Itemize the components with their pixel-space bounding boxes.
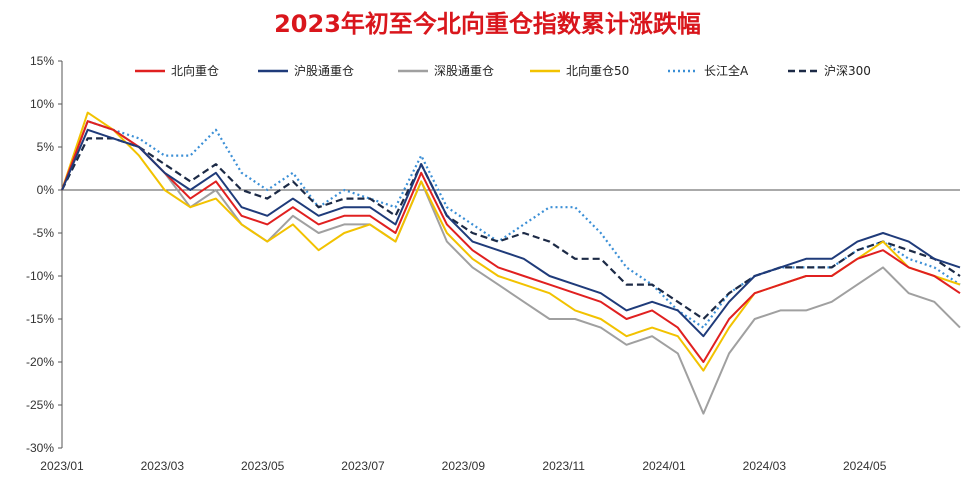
legend-label: 沪深300: [824, 64, 871, 78]
series-line-2: [61, 120, 961, 415]
series-layer: [60, 111, 961, 415]
legend-label: 长江全A: [704, 63, 749, 78]
legend-label: 北向重仓: [171, 63, 219, 78]
y-tick-label: -5%: [33, 226, 55, 240]
legend-label: 北向重仓50: [566, 63, 629, 78]
y-tick-label: 0%: [37, 183, 55, 197]
chart-legend: 北向重仓 沪股通重仓 深股通重仓 北向重仓50 长江全A 沪深300: [135, 63, 871, 78]
x-tick-label: 2023/05: [241, 459, 285, 473]
y-tick-label: 10%: [30, 97, 54, 111]
x-tick-label: 2023/11: [542, 459, 585, 473]
y-tick-label: -30%: [26, 441, 54, 455]
series-line-5: [61, 137, 961, 321]
y-tick-label: 15%: [30, 54, 54, 68]
series-line-4: [60, 120, 961, 329]
series-line-1: [61, 128, 961, 338]
y-tick-label: -20%: [26, 355, 54, 369]
x-tick-label: 2024/01: [642, 459, 686, 473]
x-tick-label: 2023/01: [40, 459, 84, 473]
legend-label: 沪股通重仓: [294, 64, 354, 78]
x-tick-label: 2024/05: [843, 459, 887, 473]
x-tick-label: 2023/07: [341, 459, 385, 473]
y-tick-label: -25%: [26, 398, 54, 412]
y-tick-label: -15%: [26, 312, 54, 326]
legend-label: 深股通重仓: [434, 64, 494, 78]
series-line-0: [61, 120, 961, 363]
y-tick-label: 5%: [37, 140, 55, 154]
chart-title: 2023年初至今北向重仓指数累计涨跌幅: [274, 10, 701, 38]
x-tick-label: 2023/09: [442, 459, 486, 473]
x-tick-label: 2024/03: [743, 459, 787, 473]
y-tick-label: -10%: [26, 269, 54, 283]
series-line-3: [61, 111, 961, 372]
chart-axes: 15% 10% 5% 0% -5% -10% -15% -20% -25% -30% 2023/01…: [26, 54, 960, 473]
x-tick-label: 2023/03: [141, 459, 185, 473]
